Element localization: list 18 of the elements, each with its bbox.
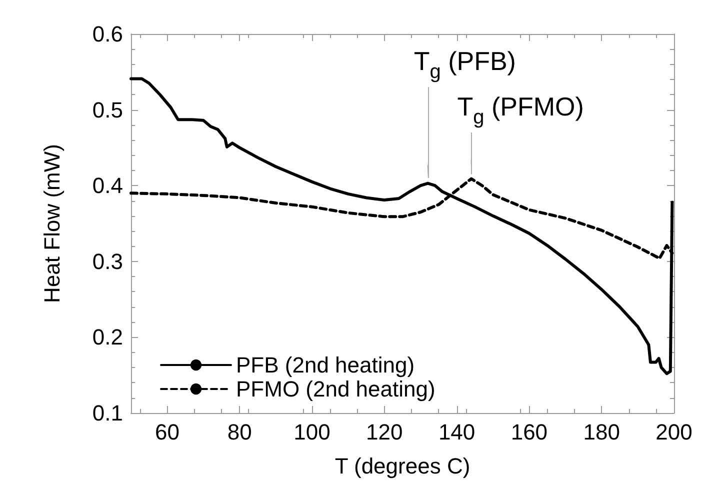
x-tick-label: 160 <box>510 420 548 444</box>
y-tick-label: 0.6 <box>92 22 123 46</box>
legend-label: PFMO (2nd heating) <box>236 376 436 402</box>
y-tick-label: 0.3 <box>92 248 123 274</box>
x-axis-title: T (degrees C) <box>334 454 470 478</box>
x-tick-label: 200 <box>656 420 692 444</box>
y-tick-label: 0.4 <box>92 173 123 198</box>
x-tick-label: 100 <box>294 420 330 444</box>
legend-label: PFB (2nd heating) <box>236 352 415 378</box>
y-tick-label: 0.5 <box>92 97 123 122</box>
y-tick-label: 0.2 <box>92 324 123 350</box>
y-tick-label: 0.1 <box>92 400 123 426</box>
x-tick-label: 60 <box>154 420 180 444</box>
x-tick-label: 80 <box>227 420 252 444</box>
x-tick-label: 120 <box>366 420 403 444</box>
y-axis-title: Heat Flow (mW) <box>40 144 64 303</box>
x-tick-label: 180 <box>583 420 620 444</box>
x-tick-label: 140 <box>438 420 476 444</box>
